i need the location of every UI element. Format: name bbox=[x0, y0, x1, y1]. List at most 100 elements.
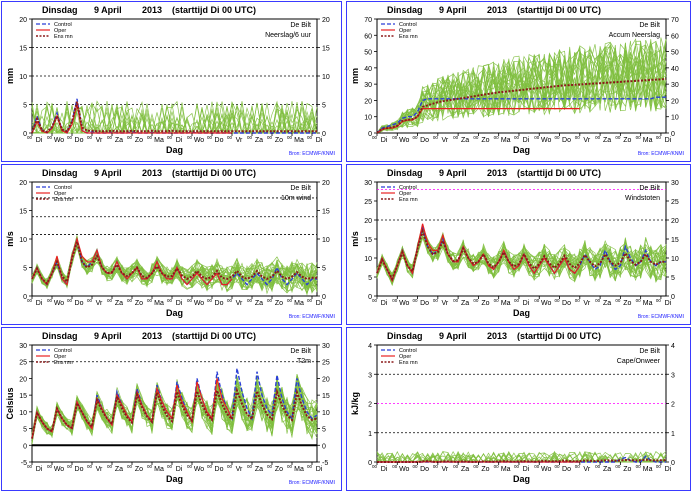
header-date: 9 April bbox=[94, 5, 122, 15]
x-tick-hour: 00 bbox=[534, 135, 540, 140]
x-day-label: Zo bbox=[275, 300, 283, 307]
x-day-label: Di bbox=[381, 300, 388, 307]
x-day-label: Wo bbox=[194, 137, 204, 144]
x-tick-hour: 00 bbox=[127, 135, 133, 140]
station-label: De Bilt bbox=[290, 22, 311, 29]
x-day-label: Wo bbox=[54, 300, 64, 307]
y-tick-label-right: 15 bbox=[322, 393, 330, 400]
x-day-label: Zo bbox=[135, 137, 143, 144]
header-year: 2013 bbox=[142, 168, 162, 178]
x-tick-hour: 00 bbox=[555, 135, 561, 140]
y-tick-label-right: 30 bbox=[671, 180, 679, 187]
x-tick-hour: 00 bbox=[147, 135, 153, 140]
x-tick-hour: 00 bbox=[147, 464, 153, 469]
x-tick-hour: 00 bbox=[167, 135, 173, 140]
x-tick-hour: 00 bbox=[392, 298, 398, 303]
x-day-label: Ma bbox=[154, 466, 164, 473]
chart-precip-6h: Dinsdag 9 April 2013 (starttijd Di 00 UTC) 0… bbox=[5, 5, 335, 157]
x-tick-hour: 00 bbox=[287, 464, 293, 469]
x-tick-hour: 00 bbox=[413, 298, 419, 303]
header-weekday: Dinsdag bbox=[42, 331, 78, 341]
y-tick-label-right: 20 bbox=[322, 180, 330, 187]
x-day-label: Do bbox=[75, 466, 84, 473]
x-tick-hour: 00 bbox=[87, 464, 93, 469]
y-tick-label-right: 15 bbox=[322, 46, 330, 53]
x-day-label: Vr bbox=[583, 137, 590, 144]
legend-label: Ens mn bbox=[399, 360, 418, 366]
x-tick-hour: 00 bbox=[247, 298, 253, 303]
x-tick-hour: 00 bbox=[67, 135, 73, 140]
panel-title: Windstoten bbox=[625, 195, 660, 202]
y-tick-label-right: 30 bbox=[322, 343, 330, 350]
x-tick-hour: 00 bbox=[167, 298, 173, 303]
station-label: De Bilt bbox=[639, 348, 660, 355]
ensmean-series-line bbox=[31, 237, 317, 286]
x-day-label: Za bbox=[115, 466, 123, 473]
legend-label: Control bbox=[54, 185, 72, 191]
x-day-label: Do bbox=[215, 300, 224, 307]
y-tick-label-right: 5 bbox=[671, 275, 675, 282]
x-tick-hour: 00 bbox=[433, 298, 439, 303]
panel-title: 10m wind bbox=[281, 195, 311, 202]
x-tick-hour: 00 bbox=[433, 135, 439, 140]
x-tick-hour: 00 bbox=[615, 298, 621, 303]
x-day-label: Di bbox=[176, 466, 183, 473]
y-axis-label: m/s bbox=[5, 231, 15, 247]
y-tick-label-right: 20 bbox=[322, 17, 330, 24]
y-tick-label-right: 1 bbox=[671, 431, 675, 438]
y-tick-label: 20 bbox=[364, 218, 372, 225]
y-tick-label-right: 10 bbox=[322, 410, 330, 417]
chart-accum-precip: Dinsdag 9 April 2013 (starttijd Di 00 UTC) 0… bbox=[350, 5, 684, 157]
y-tick-label-right: 0 bbox=[322, 294, 326, 301]
y-tick-label: -5 bbox=[21, 460, 27, 467]
header-date: 9 April bbox=[439, 168, 467, 178]
x-tick-hour: 00 bbox=[307, 135, 313, 140]
x-tick-hour: 00 bbox=[575, 135, 581, 140]
oper-series-line bbox=[31, 236, 233, 286]
y-tick-label-right: -5 bbox=[322, 460, 328, 467]
x-day-label: Vr bbox=[583, 466, 590, 473]
legend-label: Oper bbox=[54, 354, 66, 360]
y-tick-label: 5 bbox=[368, 275, 372, 282]
x-day-label: Zo bbox=[275, 137, 283, 144]
x-tick-hour: 00 bbox=[636, 464, 642, 469]
y-tick-label: 30 bbox=[364, 82, 372, 89]
x-day-label: Vr bbox=[96, 300, 103, 307]
x-day-label: Za bbox=[255, 137, 263, 144]
x-day-label: Za bbox=[461, 137, 469, 144]
x-day-label: Za bbox=[115, 137, 123, 144]
x-axis-label: Dag bbox=[166, 474, 183, 484]
x-day-label: Za bbox=[603, 300, 611, 307]
x-day-label: Za bbox=[603, 137, 611, 144]
y-tick-label-right: 10 bbox=[322, 74, 330, 81]
y-tick-label-right: 15 bbox=[322, 209, 330, 216]
x-tick-hour: 00 bbox=[227, 464, 233, 469]
x-axis-label: Dag bbox=[513, 308, 530, 318]
ensemble-member-line bbox=[376, 44, 667, 134]
x-day-label: Di bbox=[36, 300, 43, 307]
header-weekday: Dinsdag bbox=[42, 5, 78, 15]
y-axis-label: kJ/kg bbox=[350, 392, 360, 415]
header-year: 2013 bbox=[487, 168, 507, 178]
y-tick-label-right: 25 bbox=[322, 360, 330, 367]
x-tick-hour: 00 bbox=[47, 464, 53, 469]
x-day-label: Do bbox=[75, 137, 84, 144]
y-tick-label: 5 bbox=[23, 427, 27, 434]
x-day-label: Zo bbox=[481, 137, 489, 144]
x-tick-hour: 00 bbox=[27, 464, 33, 469]
y-tick-label-right: 30 bbox=[671, 82, 679, 89]
x-tick-hour: 00 bbox=[372, 135, 378, 140]
y-tick-label-right: 0 bbox=[671, 131, 675, 138]
y-tick-label-right: 5 bbox=[322, 427, 326, 434]
x-tick-hour: 00 bbox=[392, 464, 398, 469]
x-tick-hour: 00 bbox=[453, 135, 459, 140]
y-tick-label: 0 bbox=[368, 131, 372, 138]
x-day-label: Di bbox=[381, 137, 388, 144]
header-date: 9 April bbox=[94, 168, 122, 178]
ensemble-member-line bbox=[31, 101, 318, 134]
x-day-label: Di bbox=[36, 137, 43, 144]
x-day-label: Vr bbox=[441, 300, 448, 307]
y-tick-label-right: 15 bbox=[671, 237, 679, 244]
ensmean-series-line bbox=[376, 77, 667, 134]
x-tick-hour: 00 bbox=[555, 464, 561, 469]
